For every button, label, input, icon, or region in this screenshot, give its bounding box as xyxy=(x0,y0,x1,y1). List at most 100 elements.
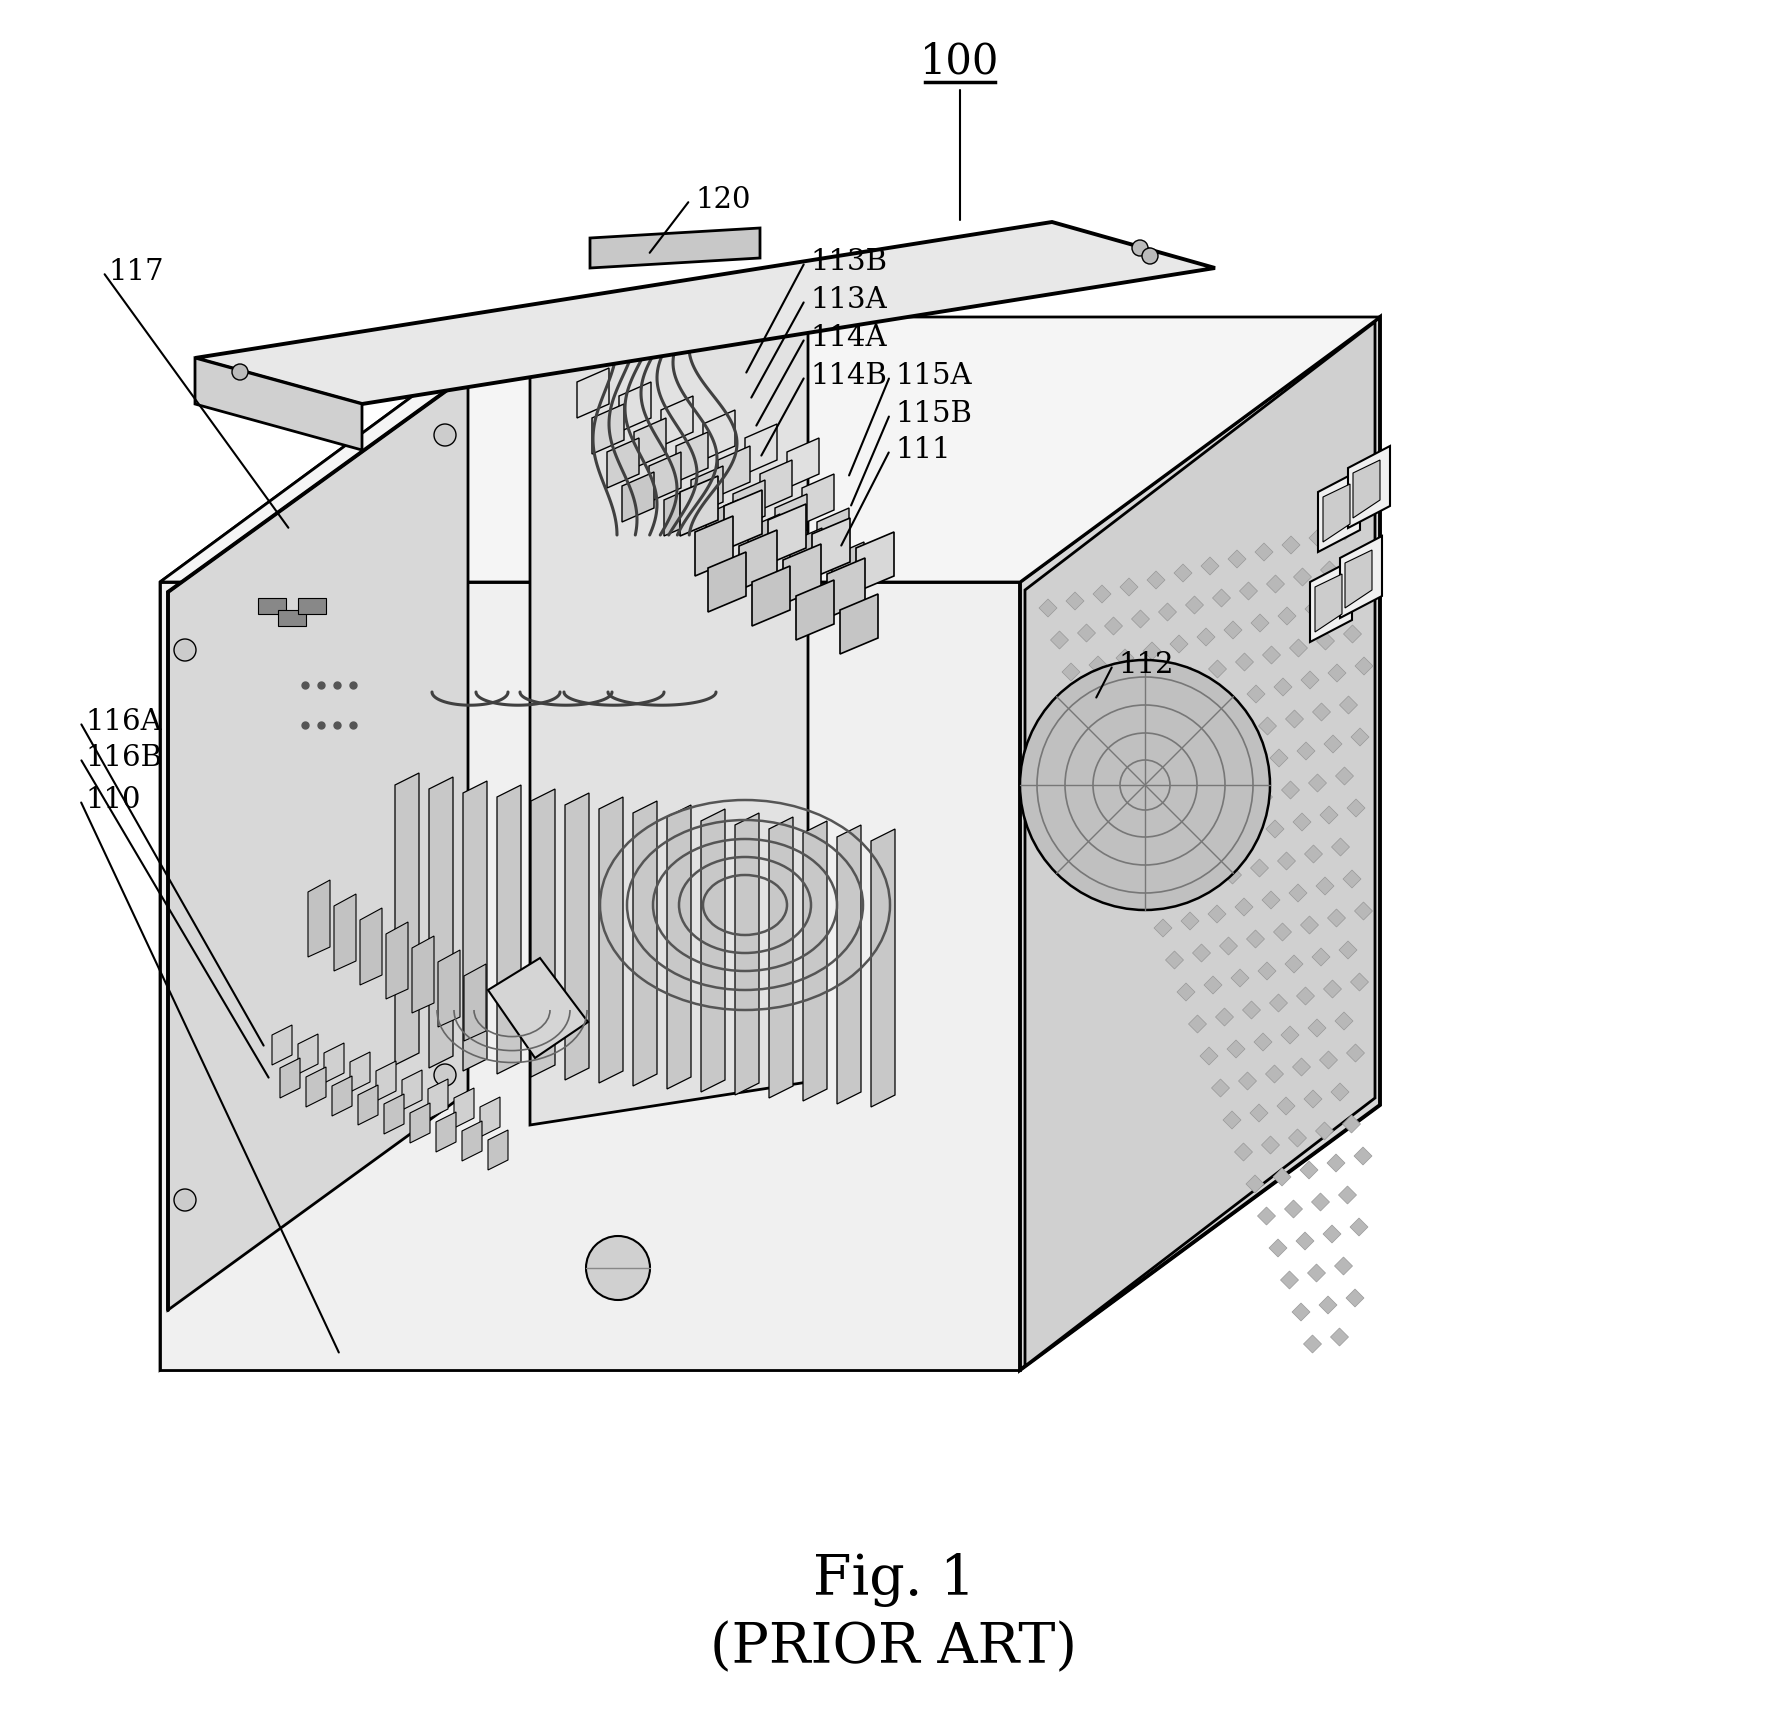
Polygon shape xyxy=(1220,937,1238,956)
Polygon shape xyxy=(1120,577,1138,596)
Polygon shape xyxy=(1324,980,1342,999)
Polygon shape xyxy=(333,1076,352,1115)
Polygon shape xyxy=(1245,1175,1265,1192)
Polygon shape xyxy=(694,516,733,576)
Polygon shape xyxy=(1324,485,1351,541)
Text: 116B: 116B xyxy=(86,743,163,773)
Polygon shape xyxy=(832,541,864,593)
Polygon shape xyxy=(1320,1052,1338,1069)
Polygon shape xyxy=(462,1120,481,1161)
Polygon shape xyxy=(619,382,651,432)
Polygon shape xyxy=(633,418,666,468)
Polygon shape xyxy=(1215,1007,1233,1026)
Polygon shape xyxy=(488,1131,508,1170)
Polygon shape xyxy=(1251,858,1268,877)
Polygon shape xyxy=(1100,689,1118,706)
Polygon shape xyxy=(744,425,776,475)
Polygon shape xyxy=(1256,543,1274,560)
Polygon shape xyxy=(1170,880,1188,898)
Polygon shape xyxy=(1247,685,1265,702)
Polygon shape xyxy=(1354,1148,1372,1165)
Polygon shape xyxy=(1200,557,1218,576)
Polygon shape xyxy=(1293,569,1311,586)
Polygon shape xyxy=(1186,596,1204,613)
Text: 110: 110 xyxy=(86,786,141,814)
Polygon shape xyxy=(1351,1218,1369,1237)
Text: (PRIOR ART): (PRIOR ART) xyxy=(710,1620,1077,1675)
Polygon shape xyxy=(1174,564,1191,582)
Polygon shape xyxy=(1347,798,1365,817)
Polygon shape xyxy=(1354,903,1372,920)
Polygon shape xyxy=(195,358,361,451)
Polygon shape xyxy=(1147,815,1165,834)
Polygon shape xyxy=(801,475,834,524)
Circle shape xyxy=(435,1064,456,1086)
Polygon shape xyxy=(1281,1271,1299,1288)
Polygon shape xyxy=(733,480,766,529)
Polygon shape xyxy=(1336,522,1354,540)
Polygon shape xyxy=(1293,814,1311,831)
Polygon shape xyxy=(680,476,717,536)
Polygon shape xyxy=(623,473,655,522)
Polygon shape xyxy=(1274,678,1292,695)
Polygon shape xyxy=(1104,617,1122,636)
Text: 120: 120 xyxy=(694,187,751,214)
Polygon shape xyxy=(1236,653,1254,671)
Polygon shape xyxy=(841,594,878,654)
Polygon shape xyxy=(299,1035,318,1074)
Polygon shape xyxy=(1240,582,1258,600)
Polygon shape xyxy=(437,1112,456,1153)
Polygon shape xyxy=(1147,570,1165,589)
Polygon shape xyxy=(351,1052,370,1091)
Polygon shape xyxy=(1204,731,1222,749)
Polygon shape xyxy=(1340,695,1358,714)
Polygon shape xyxy=(1352,461,1379,517)
Polygon shape xyxy=(787,439,819,488)
Polygon shape xyxy=(1131,610,1150,629)
Polygon shape xyxy=(411,935,435,1012)
Circle shape xyxy=(174,1189,197,1211)
Polygon shape xyxy=(735,814,759,1095)
Polygon shape xyxy=(1351,973,1369,992)
Polygon shape xyxy=(1263,646,1281,665)
Polygon shape xyxy=(1304,600,1324,618)
Polygon shape xyxy=(1157,848,1175,867)
Polygon shape xyxy=(1333,593,1351,612)
Polygon shape xyxy=(1268,1238,1286,1257)
Polygon shape xyxy=(1281,1026,1299,1043)
Polygon shape xyxy=(1177,983,1195,1000)
Polygon shape xyxy=(1347,553,1365,572)
Polygon shape xyxy=(1315,574,1342,632)
Circle shape xyxy=(1020,660,1270,910)
Polygon shape xyxy=(1315,1122,1333,1139)
Polygon shape xyxy=(1331,1083,1349,1101)
Polygon shape xyxy=(1327,1155,1345,1172)
Polygon shape xyxy=(272,1024,292,1065)
Polygon shape xyxy=(725,490,762,550)
Polygon shape xyxy=(1197,874,1215,891)
Text: Fig. 1: Fig. 1 xyxy=(812,1552,975,1607)
Polygon shape xyxy=(701,809,725,1091)
Polygon shape xyxy=(871,829,894,1107)
Polygon shape xyxy=(1238,1072,1256,1089)
Polygon shape xyxy=(1258,718,1277,735)
Polygon shape xyxy=(1234,1143,1252,1161)
Polygon shape xyxy=(1131,855,1149,874)
Polygon shape xyxy=(385,1095,404,1134)
Polygon shape xyxy=(308,880,329,958)
Polygon shape xyxy=(1258,1208,1276,1225)
Polygon shape xyxy=(1077,624,1095,642)
Polygon shape xyxy=(1317,877,1335,894)
Text: 111: 111 xyxy=(894,437,950,464)
Polygon shape xyxy=(751,565,791,625)
Polygon shape xyxy=(1113,719,1131,738)
Polygon shape xyxy=(1270,994,1288,1012)
Polygon shape xyxy=(1166,706,1184,725)
Polygon shape xyxy=(784,545,821,605)
Polygon shape xyxy=(1327,665,1345,682)
Polygon shape xyxy=(1288,1129,1306,1148)
Polygon shape xyxy=(1320,560,1338,579)
Polygon shape xyxy=(1318,469,1360,552)
Polygon shape xyxy=(767,504,807,564)
Polygon shape xyxy=(676,432,708,481)
